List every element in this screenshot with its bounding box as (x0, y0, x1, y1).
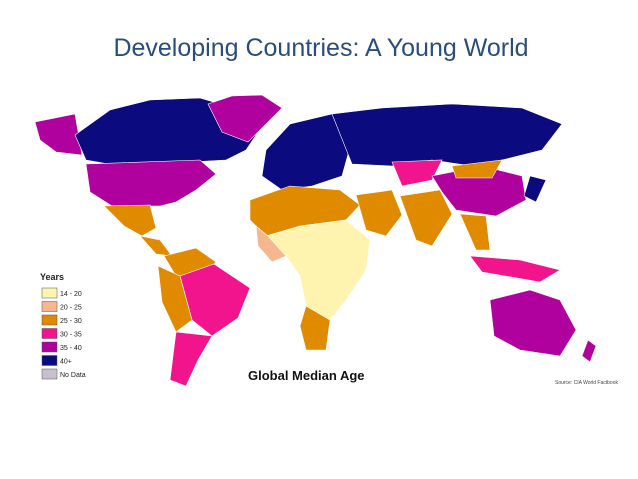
legend-swatch (41, 368, 58, 380)
legend-swatch (41, 341, 58, 353)
region (265, 219, 371, 321)
region (207, 94, 283, 143)
slide-title: Developing Countries: A Young World (113, 34, 528, 62)
region (459, 213, 491, 251)
region (139, 235, 173, 257)
legend-swatch (41, 355, 58, 366)
legend-label: 40+ (60, 359, 72, 366)
legend-label: 30 - 35 (60, 332, 82, 339)
region (299, 305, 331, 351)
region (451, 159, 503, 179)
legend-label: 14 - 20 (60, 291, 82, 298)
legend-label: 20 - 25 (60, 305, 82, 312)
map-title: Global Median Age (248, 368, 365, 383)
region (391, 159, 443, 187)
world-map (34, 94, 597, 387)
region (469, 255, 561, 283)
region (331, 103, 563, 167)
region (179, 263, 251, 337)
region (103, 204, 157, 237)
legend-label: No Data (60, 372, 86, 379)
legend-swatch (41, 328, 58, 339)
region (489, 289, 577, 357)
legend-swatch (41, 301, 58, 312)
legend-label: 35 - 40 (60, 345, 82, 352)
region (399, 189, 453, 247)
region (523, 175, 547, 203)
region (157, 265, 193, 333)
map-source: Source: CIA World Factbook (555, 380, 618, 386)
legend-swatch (41, 287, 58, 299)
region (255, 225, 287, 263)
legend-title: Years (40, 272, 64, 282)
legend: Years 14 - 20 20 - 25 25 - 30 30 - 35 35 - 4… (40, 272, 86, 380)
legend-label: 25 - 30 (60, 318, 82, 325)
region (261, 113, 353, 191)
region (355, 189, 403, 237)
region (581, 339, 597, 363)
region (85, 159, 217, 207)
legend-swatch (41, 314, 58, 326)
region (169, 331, 213, 387)
region (34, 113, 83, 156)
